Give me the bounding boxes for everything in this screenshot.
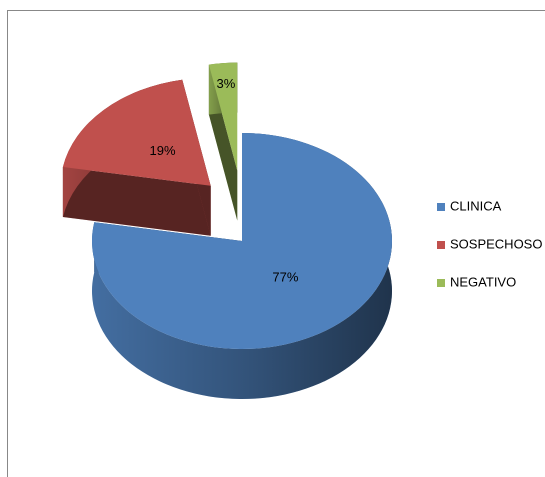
data-label: 3% <box>216 76 235 91</box>
slice-wall-shade <box>62 166 211 236</box>
legend-label: CLINICA <box>450 198 502 213</box>
legend-label: NEGATIVO <box>450 274 516 289</box>
slice <box>208 62 238 171</box>
legend-swatch <box>437 203 445 211</box>
data-label: 77% <box>272 270 298 285</box>
chart-frame <box>7 10 545 477</box>
legend-swatch <box>437 241 445 249</box>
slice <box>92 133 392 349</box>
slice <box>62 79 211 186</box>
legend-swatch <box>437 279 445 287</box>
legend-label: SOSPECHOSO <box>450 236 542 251</box>
data-label: 19% <box>150 143 176 158</box>
